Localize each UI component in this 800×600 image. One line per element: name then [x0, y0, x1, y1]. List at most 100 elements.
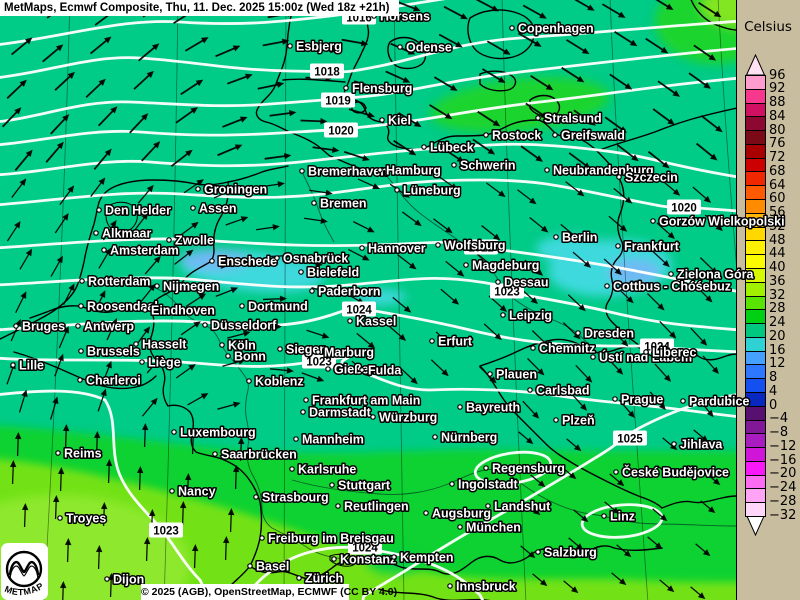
scale-title: Celsius — [744, 19, 792, 35]
scale-tick-label: 88 — [769, 95, 786, 110]
wind-arrow — [187, 393, 209, 406]
wind-arrow — [443, 5, 468, 20]
wind-arrow — [14, 432, 22, 457]
wind-arrow — [10, 37, 33, 56]
wind-arrow — [184, 37, 209, 52]
wind-arrow — [257, 323, 282, 330]
wind-arrow — [477, 110, 501, 127]
wind-arrow — [399, 367, 418, 385]
wind-arrow — [301, 372, 325, 382]
wind-arrow — [18, 389, 28, 413]
wind-arrow — [227, 73, 253, 85]
wind-arrow — [693, 44, 717, 61]
wind-arrow — [312, 146, 340, 154]
wind-arrow — [299, 260, 323, 267]
logo-m-wave-icon — [8, 560, 40, 576]
wind-arrow — [58, 325, 69, 349]
wind-arrow — [652, 508, 668, 522]
wind-arrow — [531, 330, 550, 348]
copyright-bar: © 2025 (AGB), OpenStreetMap, ECMWF (CC B… — [141, 584, 398, 600]
wind-arrow — [560, 223, 580, 240]
scale-tick-label: 64 — [769, 177, 786, 193]
wind-arrow — [146, 354, 163, 374]
wind-arrow — [85, 78, 106, 98]
wind-arrow — [348, 108, 375, 118]
scale-tick-label: 28 — [769, 301, 786, 317]
wind-arrow — [604, 116, 627, 133]
scale-color-box — [746, 434, 765, 449]
wind-arrow — [429, 104, 453, 120]
wind-arrow — [614, 31, 638, 47]
map-canvas — [0, 0, 737, 600]
wind-arrow — [520, 545, 536, 559]
scale-color-box — [746, 117, 765, 132]
scale-tick-label: −28 — [769, 493, 797, 509]
wind-arrow — [517, 32, 542, 47]
scale-tick-label: −16 — [769, 452, 797, 468]
wind-arrow — [256, 224, 280, 231]
wind-arrow — [54, 353, 64, 377]
wind-arrow — [474, 0, 499, 12]
wind-arrow — [309, 189, 333, 196]
wind-arrow — [401, 211, 422, 227]
scale-color-box — [746, 406, 765, 421]
wind-arrow — [699, 257, 718, 275]
coastlines-borders — [0, 0, 737, 600]
wind-arrow — [525, 502, 541, 516]
wind-arrow — [445, 260, 465, 277]
wind-arrow — [175, 107, 199, 124]
scale-color-box — [746, 158, 765, 173]
scale-arrow-bottom — [745, 514, 766, 537]
wind-arrow — [698, 1, 722, 18]
scale-color-box — [746, 172, 765, 187]
wind-arrow — [225, 216, 249, 226]
wind-arrow — [170, 149, 193, 167]
wind-arrow — [695, 142, 718, 161]
wind-arrow — [97, 388, 107, 412]
wind-arrow — [690, 327, 708, 346]
scale-color-box — [746, 255, 765, 269]
wind-arrow — [659, 579, 675, 593]
wind-arrow — [567, 294, 586, 312]
wind-arrow — [561, 66, 585, 83]
wind-arrow — [398, 112, 422, 128]
wind-arrow — [440, 288, 460, 305]
wind-arrow — [657, 80, 681, 97]
wind-arrow — [522, 400, 540, 419]
wind-arrow — [15, 291, 27, 314]
wind-arrow — [618, 399, 635, 419]
wind-arrow — [95, 545, 103, 570]
scale-tick-label: −4 — [769, 411, 789, 427]
wind-arrow — [575, 364, 593, 383]
wind-arrow — [179, 501, 187, 526]
scale-tick-label: 76 — [769, 136, 786, 152]
wind-arrow — [215, 287, 239, 297]
wind-arrow — [90, 177, 106, 197]
wind-arrow — [11, 178, 27, 198]
scale-tick-label: 32 — [769, 287, 786, 303]
scale-color-box — [746, 227, 765, 242]
wind-arrow — [1, 107, 22, 128]
wind-arrow — [609, 473, 625, 487]
title-bar: MetMaps, Ecmwf Composite, Thu, 11. Dec. … — [0, 0, 399, 16]
wind-arrow — [532, 573, 548, 587]
wind-arrow — [50, 114, 70, 135]
wind-arrow — [693, 429, 709, 443]
wind-arrow — [437, 175, 458, 190]
wind-arrow — [656, 222, 675, 239]
wind-arrow — [615, 286, 634, 304]
wind-arrow — [106, 318, 117, 341]
wind-arrow — [565, 181, 585, 197]
wind-arrow — [433, 76, 458, 91]
wind-arrow — [561, 466, 577, 480]
wind-arrow — [530, 74, 554, 91]
wind-arrow — [661, 179, 681, 196]
logo-circle — [5, 550, 43, 588]
wind-arrow — [563, 580, 579, 594]
wind-arrow — [217, 401, 241, 410]
wind-arrow — [215, 45, 241, 58]
wind-arrow — [269, 109, 297, 117]
wind-arrow — [269, 367, 294, 374]
wind-arrow — [702, 355, 719, 375]
wind-arrow — [572, 251, 592, 268]
